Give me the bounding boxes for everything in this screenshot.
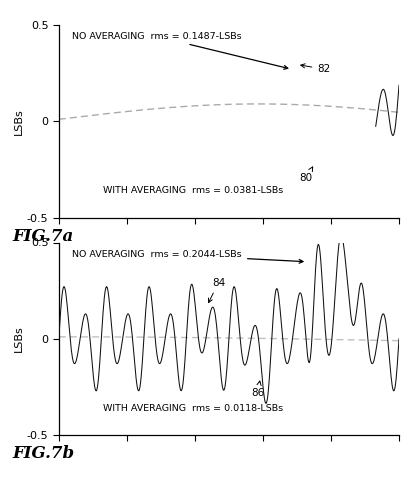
Text: WITH AVERAGING  rms = 0.0381-LSBs: WITH AVERAGING rms = 0.0381-LSBs <box>103 186 283 195</box>
Text: 80: 80 <box>299 167 313 183</box>
Text: 84: 84 <box>208 278 225 302</box>
Text: FIG.7b: FIG.7b <box>13 446 75 462</box>
Text: INPUT VOLTAGE: INPUT VOLTAGE <box>186 348 272 358</box>
Text: WITH AVERAGING  rms = 0.0118-LSBs: WITH AVERAGING rms = 0.0118-LSBs <box>103 404 283 412</box>
Text: FIG.7a: FIG.7a <box>13 228 74 245</box>
Y-axis label: LSBs: LSBs <box>14 108 24 134</box>
Y-axis label: LSBs: LSBs <box>14 326 24 352</box>
Text: NO AVERAGING  rms = 0.2044-LSBs: NO AVERAGING rms = 0.2044-LSBs <box>72 250 303 263</box>
Text: 86: 86 <box>251 381 264 398</box>
Text: 82: 82 <box>301 64 331 74</box>
Text: NO AVERAGING  rms = 0.1487-LSBs: NO AVERAGING rms = 0.1487-LSBs <box>72 32 288 69</box>
